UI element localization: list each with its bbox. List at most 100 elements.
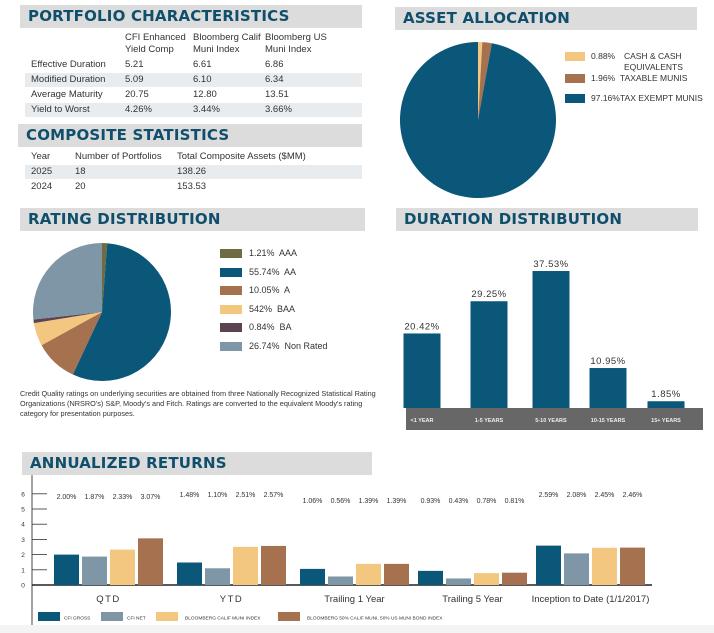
legend-label: 55.74% AA (249, 266, 297, 277)
cell-value: 138.26 (177, 166, 207, 177)
bar-bloomberg-50-calif-muni-50-us-muni-bond-index (620, 547, 645, 585)
data-label: 10.95% (590, 356, 625, 367)
row-label: Effective Duration (31, 59, 106, 70)
column-header: CFI Enhanced Yield Comp (125, 32, 186, 56)
bar-bloomberg-calif-muni-index (233, 546, 258, 585)
legend-item-cash-cash-equivalents: 0.88% CASH & CASH EQUIVALENTS (565, 50, 710, 72)
cell-value: 5.09 (125, 74, 144, 85)
legend-label: 26.74% Non Rated (249, 340, 328, 351)
y-tick-label: 1 (21, 567, 25, 574)
bar-15-years (647, 401, 685, 408)
legend-label: CASH & CASH EQUIVALENTS (624, 51, 683, 72)
row-label: Average Maturity (31, 89, 103, 100)
legend-item-bloomberg-50-calif-muni-50-us-muni-bond-index: BLOOMBERG 50% CALIF MUNI, 50% US MUNI BO… (278, 612, 443, 622)
legend-swatch (565, 52, 585, 61)
y-tick-label: 5 (21, 507, 25, 514)
rating-distribution-pie (33, 243, 172, 381)
legend-swatch (38, 612, 60, 621)
asset-allocation-legend: 0.88% CASH & CASH EQUIVALENTS 1.96% TAXABLE … (565, 50, 710, 120)
x-category-label: Inception to Date (1/1/2017) (532, 594, 650, 605)
bar-group-ytd: 1.48% 1.10% 2.51% 2.57% YTD (177, 492, 286, 605)
x-category-label: QTD (96, 594, 121, 605)
table-row: Yield to Worst 4.26% 3.44% 3.66% (25, 103, 362, 117)
asset-allocation-header: ASSET ALLOCATION (395, 7, 697, 30)
legend-label: CFI GROSS (64, 616, 90, 622)
table-row: 2025 18 138.26 (25, 165, 362, 179)
legend-swatch (278, 612, 300, 621)
legend-swatch (220, 249, 242, 258)
portfolio-characteristics-header: PORTFOLIO CHARACTERISTICS (20, 5, 362, 28)
legend-label: TAXABLE MUNIS (620, 73, 688, 83)
cell-value: 5.21 (125, 59, 144, 70)
column-header-line: Muni Index (265, 44, 312, 55)
data-label: 37.53% (533, 259, 568, 270)
data-label: 0.43% (449, 498, 469, 505)
bar-group-qtd: 2.00% 1.87% 2.33% 3.07% QTD (54, 494, 163, 605)
data-label: 3.07% (141, 494, 161, 501)
cell-value: 20.75 (125, 89, 149, 100)
legend-label: BLOOMBERG 50% CALIF MUNI, 50% US MUNI BO… (307, 616, 443, 622)
y-tick-label: 2 (21, 552, 25, 559)
column-header-line: Yield Comp (125, 44, 174, 55)
x-tick-label: <1 YEAR (411, 418, 434, 424)
data-label: 29.25% (471, 289, 506, 300)
legend-label: 10.05% A (249, 285, 291, 295)
y-tick-label: 3 (21, 537, 25, 544)
bar-bloomberg-calif-muni-index (474, 573, 499, 585)
legend-item-ba: 0.84% BA (220, 322, 360, 336)
data-label: 0.78% (477, 498, 497, 505)
data-label: 1.06% (303, 498, 323, 505)
cell-value: 153.53 (177, 181, 207, 192)
legend-item-aa: 55.74% AA (220, 267, 360, 281)
legend-label: 542% BAA (249, 303, 296, 314)
bar-bloomberg-50-calif-muni-50-us-muni-bond-index (138, 538, 163, 585)
legend-item-baa: 542% BAA (220, 304, 360, 318)
data-label: 2.00% (57, 494, 77, 501)
cell-value: 20 (75, 181, 86, 192)
bar-bloomberg-50-calif-muni-50-us-muni-bond-index (384, 563, 409, 585)
annualized-returns-chart: 0 1 2 3 4 5 6 2.00% 1.87% 2.33% 3.07% QTD 1.48% 1.10%… (0, 475, 714, 633)
table-row: 2024 20 153.53 (25, 180, 362, 194)
column-header: Total Composite Assets ($MM) (177, 151, 306, 162)
legend-swatch (220, 267, 242, 277)
legend-label: CFI NET (127, 616, 146, 622)
x-axis-band (406, 408, 703, 430)
data-label: 0.81% (505, 498, 525, 505)
legend-swatch (220, 323, 242, 332)
legend-item-taxable-munis: 1.96% TAXABLE MUNIS (565, 72, 710, 94)
cell-value: 3.66% (265, 104, 292, 115)
cell-value: 18 (75, 166, 86, 177)
legend-swatch (565, 94, 585, 103)
x-tick-label: 1-5 YEARS (475, 418, 504, 424)
pie-slice-aa (72, 243, 172, 381)
legend-swatch (220, 304, 242, 314)
column-header: Bloomberg Calif Muni Index (193, 32, 261, 56)
y-tick-label: 4 (21, 522, 25, 529)
data-label: 1.48% (180, 492, 200, 499)
rating-footnote: Credit Quality ratings on underlying sec… (20, 389, 376, 418)
legend-item-cfi-net: CFI NET (101, 612, 146, 622)
column-header-line: Muni Index (193, 44, 240, 55)
data-label: 1.85% (651, 389, 680, 400)
data-label: 0.56% (331, 498, 351, 505)
duration-distribution-header: DURATION DISTRIBUTION (396, 208, 698, 231)
bar-cfi-net (205, 568, 230, 585)
table-header-row: Year Number of Portfolios Total Composit… (25, 150, 362, 164)
row-label: Yield to Worst (31, 104, 90, 115)
legend-swatch (565, 74, 585, 83)
cell-value: 4.26% (125, 104, 152, 115)
bar-cfi-gross (177, 562, 202, 585)
composite-statistics-table: Year Number of Portfolios Total Composit… (25, 150, 365, 200)
legend-label: 0.84% BA (249, 322, 292, 332)
bar-bloomberg-50-calif-muni-50-us-muni-bond-index (502, 572, 527, 585)
cell-value: 2025 (31, 166, 53, 177)
bar-cfi-gross (300, 568, 325, 585)
data-label: 2.46% (623, 492, 643, 499)
column-header: Bloomberg US Muni Index (265, 32, 327, 56)
legend-swatch (220, 286, 242, 295)
bar-cfi-net (564, 553, 589, 585)
rating-distribution-legend: 1.21% AAA 55.74% AA 10.05% A 542% BAA 0.84% … (220, 248, 360, 358)
table-row: Average Maturity 20.75 12.80 13.51 (25, 88, 362, 102)
pie-slice-aaa (102, 243, 108, 312)
bar-cfi-gross (418, 570, 443, 585)
